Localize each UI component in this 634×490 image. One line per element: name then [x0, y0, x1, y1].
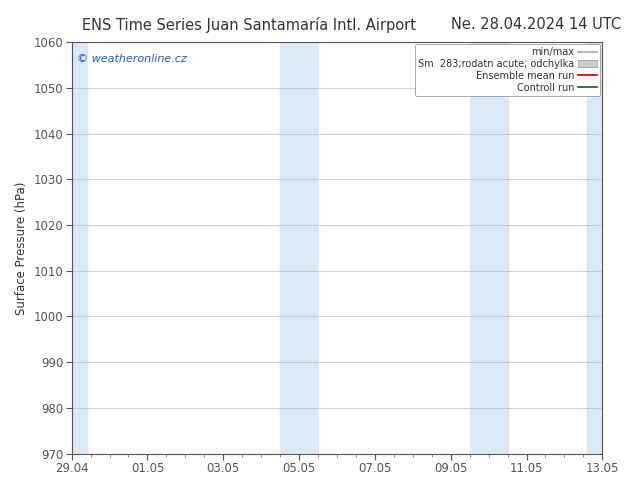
- Text: ENS Time Series Juan Santamaría Intl. Airport: ENS Time Series Juan Santamaría Intl. Ai…: [82, 17, 417, 33]
- Y-axis label: Surface Pressure (hPa): Surface Pressure (hPa): [15, 181, 28, 315]
- Bar: [280, 42, 318, 454]
- Bar: [72, 42, 87, 454]
- Bar: [470, 42, 508, 454]
- Legend: min/max, Sm  283;rodatn acute; odchylka, Ensemble mean run, Controll run: min/max, Sm 283;rodatn acute; odchylka, …: [415, 44, 600, 96]
- Bar: [587, 42, 602, 454]
- Text: Ne. 28.04.2024 14 UTC: Ne. 28.04.2024 14 UTC: [451, 17, 621, 32]
- Text: © weatheronline.cz: © weatheronline.cz: [77, 54, 186, 64]
